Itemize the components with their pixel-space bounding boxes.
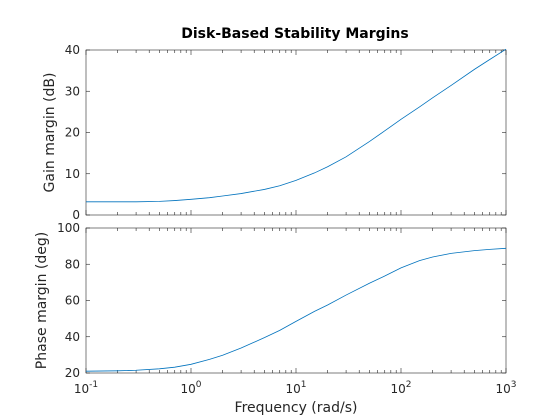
xtick-label: 103 bbox=[495, 380, 516, 396]
phase-margin-plot-area bbox=[85, 227, 507, 374]
phase-margin-ticks bbox=[85, 227, 507, 374]
phase-margin-xtick-labels: 10-1 100 101 102 103 bbox=[74, 380, 517, 396]
ytick-label: 60 bbox=[65, 294, 80, 308]
ytick-label: 10 bbox=[65, 167, 80, 181]
phase-margin-ytick-labels: 20 40 60 80 100 bbox=[57, 221, 80, 380]
gain-margin-ytick-labels: 0 10 20 30 40 bbox=[65, 43, 80, 222]
ytick-label: 0 bbox=[72, 208, 80, 222]
xtick-label: 10-1 bbox=[74, 380, 98, 396]
ytick-label: 20 bbox=[65, 126, 80, 140]
gain-margin-plot-area bbox=[85, 49, 507, 216]
frequency-xlabel: Frequency (rad/s) bbox=[235, 400, 358, 416]
ytick-label: 80 bbox=[65, 257, 80, 271]
gain-margin-ylabel: Gain margin (dB) bbox=[42, 73, 58, 193]
xtick-label: 100 bbox=[180, 380, 201, 396]
gain-margin-axes: 0 10 20 30 40 Gain margin (dB) bbox=[42, 43, 507, 222]
ytick-label: 30 bbox=[65, 84, 80, 98]
phase-margin-curve bbox=[85, 247, 507, 372]
ytick-label: 20 bbox=[65, 366, 80, 380]
ytick-label: 40 bbox=[65, 43, 80, 57]
phase-margin-axes: 20 40 60 80 100 10-1 100 101 102 103 Phase margi… bbox=[34, 221, 517, 416]
gain-margin-ticks bbox=[85, 49, 507, 216]
phase-margin-ylabel: Phase margin (deg) bbox=[34, 232, 50, 369]
ytick-label: 100 bbox=[57, 221, 80, 235]
xtick-label: 101 bbox=[285, 380, 306, 396]
ytick-label: 40 bbox=[65, 330, 80, 344]
xtick-label: 102 bbox=[390, 380, 411, 396]
gain-margin-curve bbox=[86, 48, 507, 203]
chart-title: Disk-Based Stability Margins bbox=[181, 26, 408, 42]
